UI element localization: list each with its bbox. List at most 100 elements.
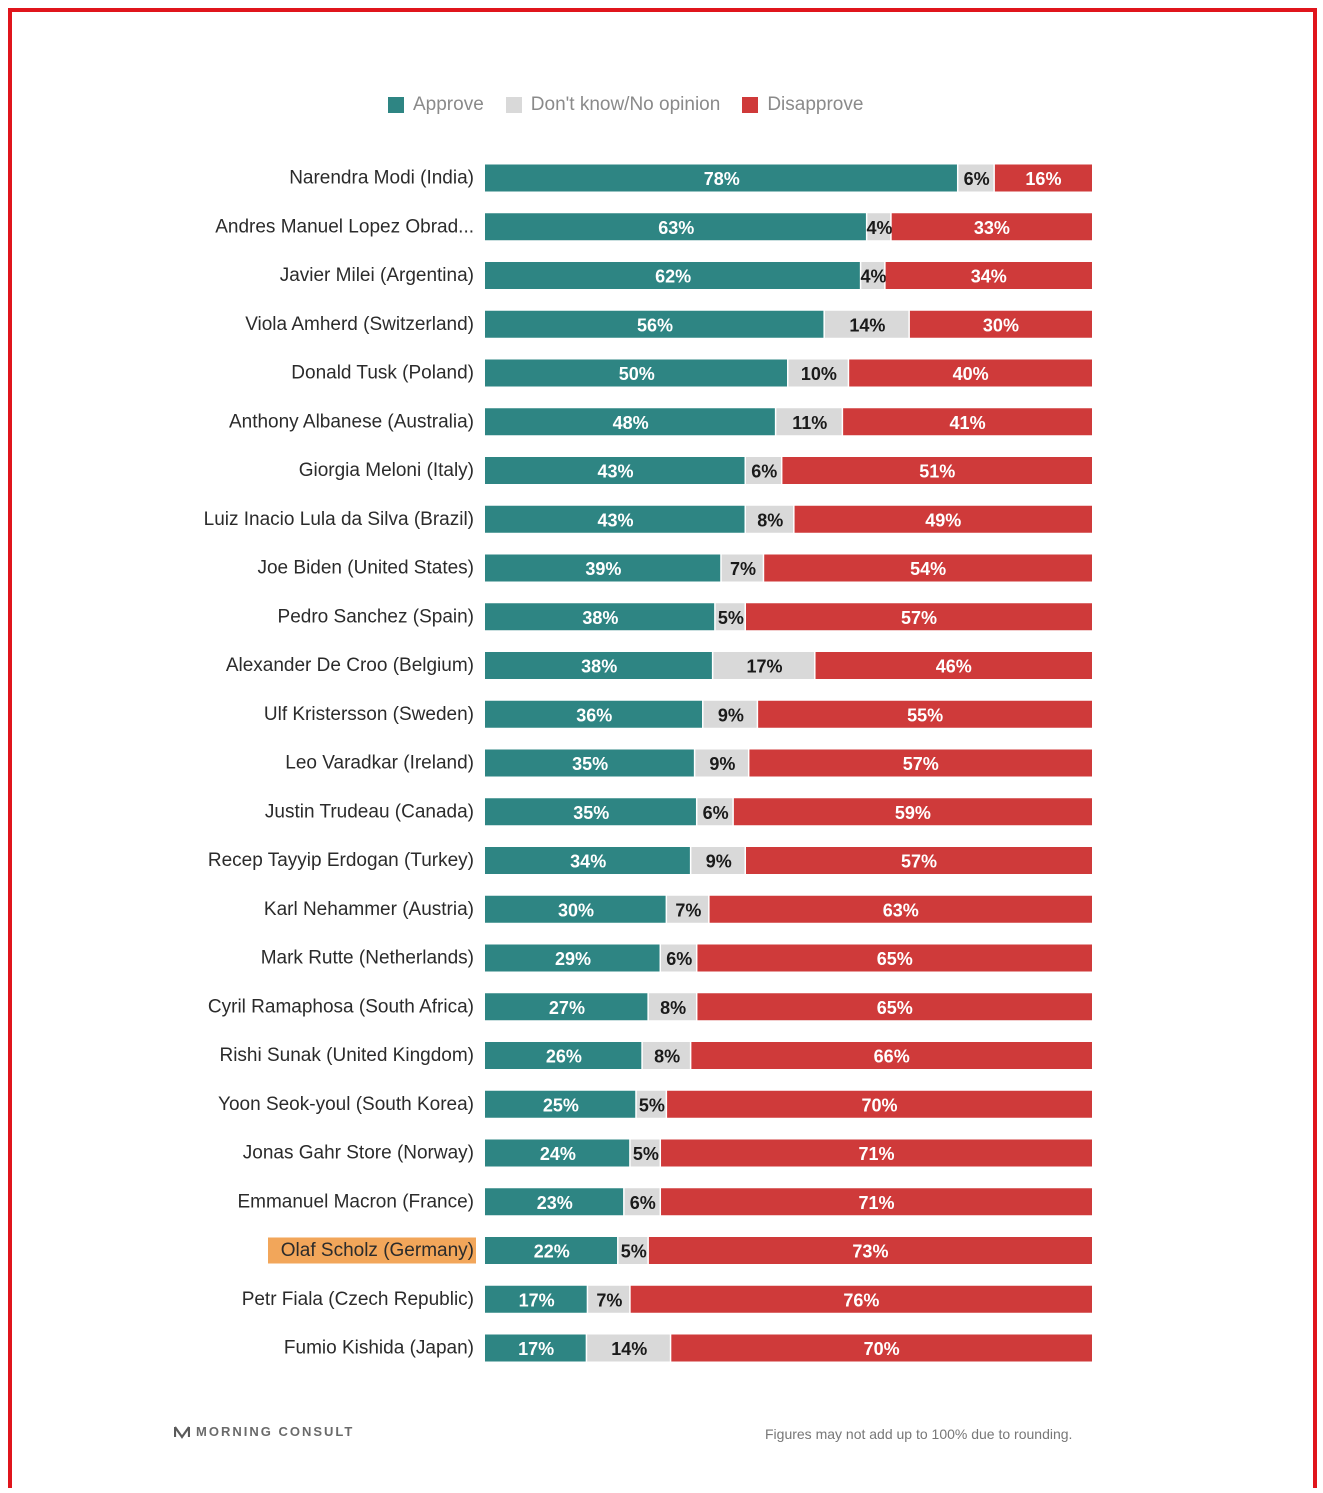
legend-label-neutral: Don't know/No opinion [530, 94, 721, 115]
legend-item-neutral: Don't know/No opinion [505, 94, 721, 116]
bar-segment-disapprove [746, 603, 1092, 631]
category-label: Justin Trudeau (Canada) [265, 801, 474, 822]
stacked-bar-chart: Narendra Modi (India) 78% 6% 16% Andres Manu… [204, 164, 1092, 1362]
legend-swatch-disapprove [742, 97, 759, 113]
bar-row: Mark Rutte (Netherlands) 29% 6% 65% [261, 944, 1092, 972]
bar-segment-neutral [703, 700, 757, 728]
data-label-disapprove: 55% [907, 705, 943, 725]
data-label-disapprove: 41% [950, 413, 986, 433]
data-label-approve: 48% [613, 413, 649, 433]
category-label: Rishi Sunak (United Kingdom) [219, 1045, 474, 1066]
bar-row: Fumio Kishida (Japan) 17% 14% 70% [284, 1334, 1092, 1362]
bar-segment-disapprove [782, 457, 1092, 484]
bar-row: Rishi Sunak (United Kingdom) 26% 8% 66% [219, 1042, 1092, 1069]
bar-row: Joe Biden (United States) 39% 7% 54% [257, 554, 1092, 582]
bar-segment-neutral [618, 1237, 648, 1264]
bar-row: Giorgia Meloni (Italy) 43% 6% 51% [299, 457, 1092, 484]
data-label-neutral: 5% [621, 1242, 647, 1262]
data-label-disapprove: 30% [983, 315, 1019, 335]
legend-label-approve: Approve [413, 94, 484, 115]
data-label-disapprove: 73% [852, 1242, 888, 1262]
category-label: Karl Nehammer (Austria) [264, 899, 474, 920]
category-label: Ulf Kristersson (Sweden) [264, 704, 474, 725]
bar-segment-disapprove [815, 652, 1092, 679]
data-label-approve: 38% [581, 657, 617, 677]
bar-segment-approve [485, 1042, 642, 1069]
data-label-approve: 35% [572, 754, 608, 774]
bar-row: Luiz Inacio Lula da Silva (Brazil) 43% 8% 4… [204, 505, 1092, 533]
bar-segment-disapprove [648, 1237, 1092, 1264]
data-label-neutral: 9% [706, 852, 732, 872]
data-label-neutral: 5% [633, 1144, 659, 1164]
bar-segment-neutral [713, 652, 815, 679]
bar-segment-approve [485, 554, 721, 582]
bar-segment-disapprove [746, 847, 1092, 874]
category-label: Recep Tayyip Erdogan (Turkey) [208, 850, 474, 871]
bar-segment-disapprove [794, 505, 1092, 533]
morning-consult-logo-icon [174, 1425, 190, 1439]
data-label-neutral: 8% [660, 998, 686, 1018]
data-label-neutral: 5% [639, 1095, 665, 1115]
bar-segment-neutral [861, 262, 885, 289]
legend-swatch-neutral [505, 97, 522, 113]
bar-segment-approve [485, 310, 824, 338]
data-label-disapprove: 70% [862, 1095, 898, 1115]
bar-row: Anthony Albanese (Australia) 48% 11% 41% [229, 408, 1092, 436]
bar-row: Justin Trudeau (Canada) 35% 6% 59% [265, 798, 1092, 826]
data-label-approve: 25% [543, 1095, 579, 1115]
data-label-disapprove: 34% [971, 267, 1007, 287]
bar-segment-neutral [788, 359, 848, 387]
bar-segment-approve [485, 1188, 624, 1216]
bar-segment-approve [485, 603, 715, 631]
data-label-approve: 34% [570, 852, 606, 872]
bar-segment-neutral [630, 1139, 660, 1167]
data-label-disapprove: 46% [936, 657, 972, 677]
bar-row: Emmanuel Macron (France) 23% 6% 71% [237, 1188, 1092, 1216]
bar-segment-disapprove [671, 1334, 1092, 1362]
bar-segment-neutral [867, 213, 891, 241]
data-label-neutral: 4% [860, 267, 886, 287]
data-label-approve: 43% [597, 462, 633, 482]
data-label-neutral: 4% [867, 218, 893, 238]
bar-segment-disapprove [733, 798, 1092, 826]
data-label-disapprove: 66% [874, 1047, 910, 1067]
bar-segment-approve [485, 164, 957, 192]
data-label-disapprove: 57% [903, 754, 939, 774]
footnote: Figures may not add up to 100% due to ro… [765, 1426, 1073, 1442]
bar-segment-approve [485, 847, 690, 874]
data-label-approve: 26% [546, 1047, 582, 1067]
data-label-approve: 50% [619, 364, 655, 384]
bar-segment-neutral [695, 749, 748, 777]
data-label-approve: 22% [534, 1242, 570, 1262]
data-label-approve: 78% [704, 169, 740, 189]
category-label: Cyril Ramaphosa (South Africa) [208, 996, 474, 1017]
category-label: Leo Varadkar (Ireland) [285, 753, 474, 774]
category-label: Joe Biden (United States) [257, 558, 474, 579]
bar-row: Andres Manuel Lopez Obrad... 63% 4% 33% [215, 213, 1092, 241]
bar-row: Alexander De Croo (Belgium) 38% 17% 46% [226, 652, 1092, 679]
bar-segment-disapprove [691, 1042, 1092, 1069]
bar-segment-approve [485, 505, 745, 533]
data-label-approve: 17% [519, 1290, 555, 1310]
data-label-neutral: 8% [654, 1047, 680, 1067]
bar-segment-neutral [624, 1188, 660, 1216]
bar-segment-neutral [746, 457, 781, 484]
bar-segment-disapprove [749, 749, 1092, 777]
bar-segment-approve [485, 359, 787, 387]
bar-row: Ulf Kristersson (Sweden) 36% 9% 55% [264, 700, 1092, 728]
bar-segment-neutral [715, 603, 745, 631]
bar-segment-neutral [667, 895, 709, 923]
data-label-neutral: 6% [666, 949, 692, 969]
bar-row: Karl Nehammer (Austria) 30% 7% 63% [264, 895, 1092, 923]
bar-segment-neutral [697, 798, 733, 826]
bar-segment-disapprove [697, 944, 1092, 972]
data-label-disapprove: 54% [910, 559, 946, 579]
data-label-neutral: 6% [751, 462, 777, 482]
bar-segment-approve [485, 1334, 586, 1362]
data-label-approve: 38% [582, 608, 618, 628]
data-label-disapprove: 71% [859, 1144, 895, 1164]
category-label: Emmanuel Macron (France) [237, 1191, 474, 1212]
bar-segment-disapprove [891, 213, 1092, 241]
bar-row: Cyril Ramaphosa (South Africa) 27% 8% 65% [208, 993, 1092, 1021]
data-label-neutral: 7% [675, 900, 701, 920]
